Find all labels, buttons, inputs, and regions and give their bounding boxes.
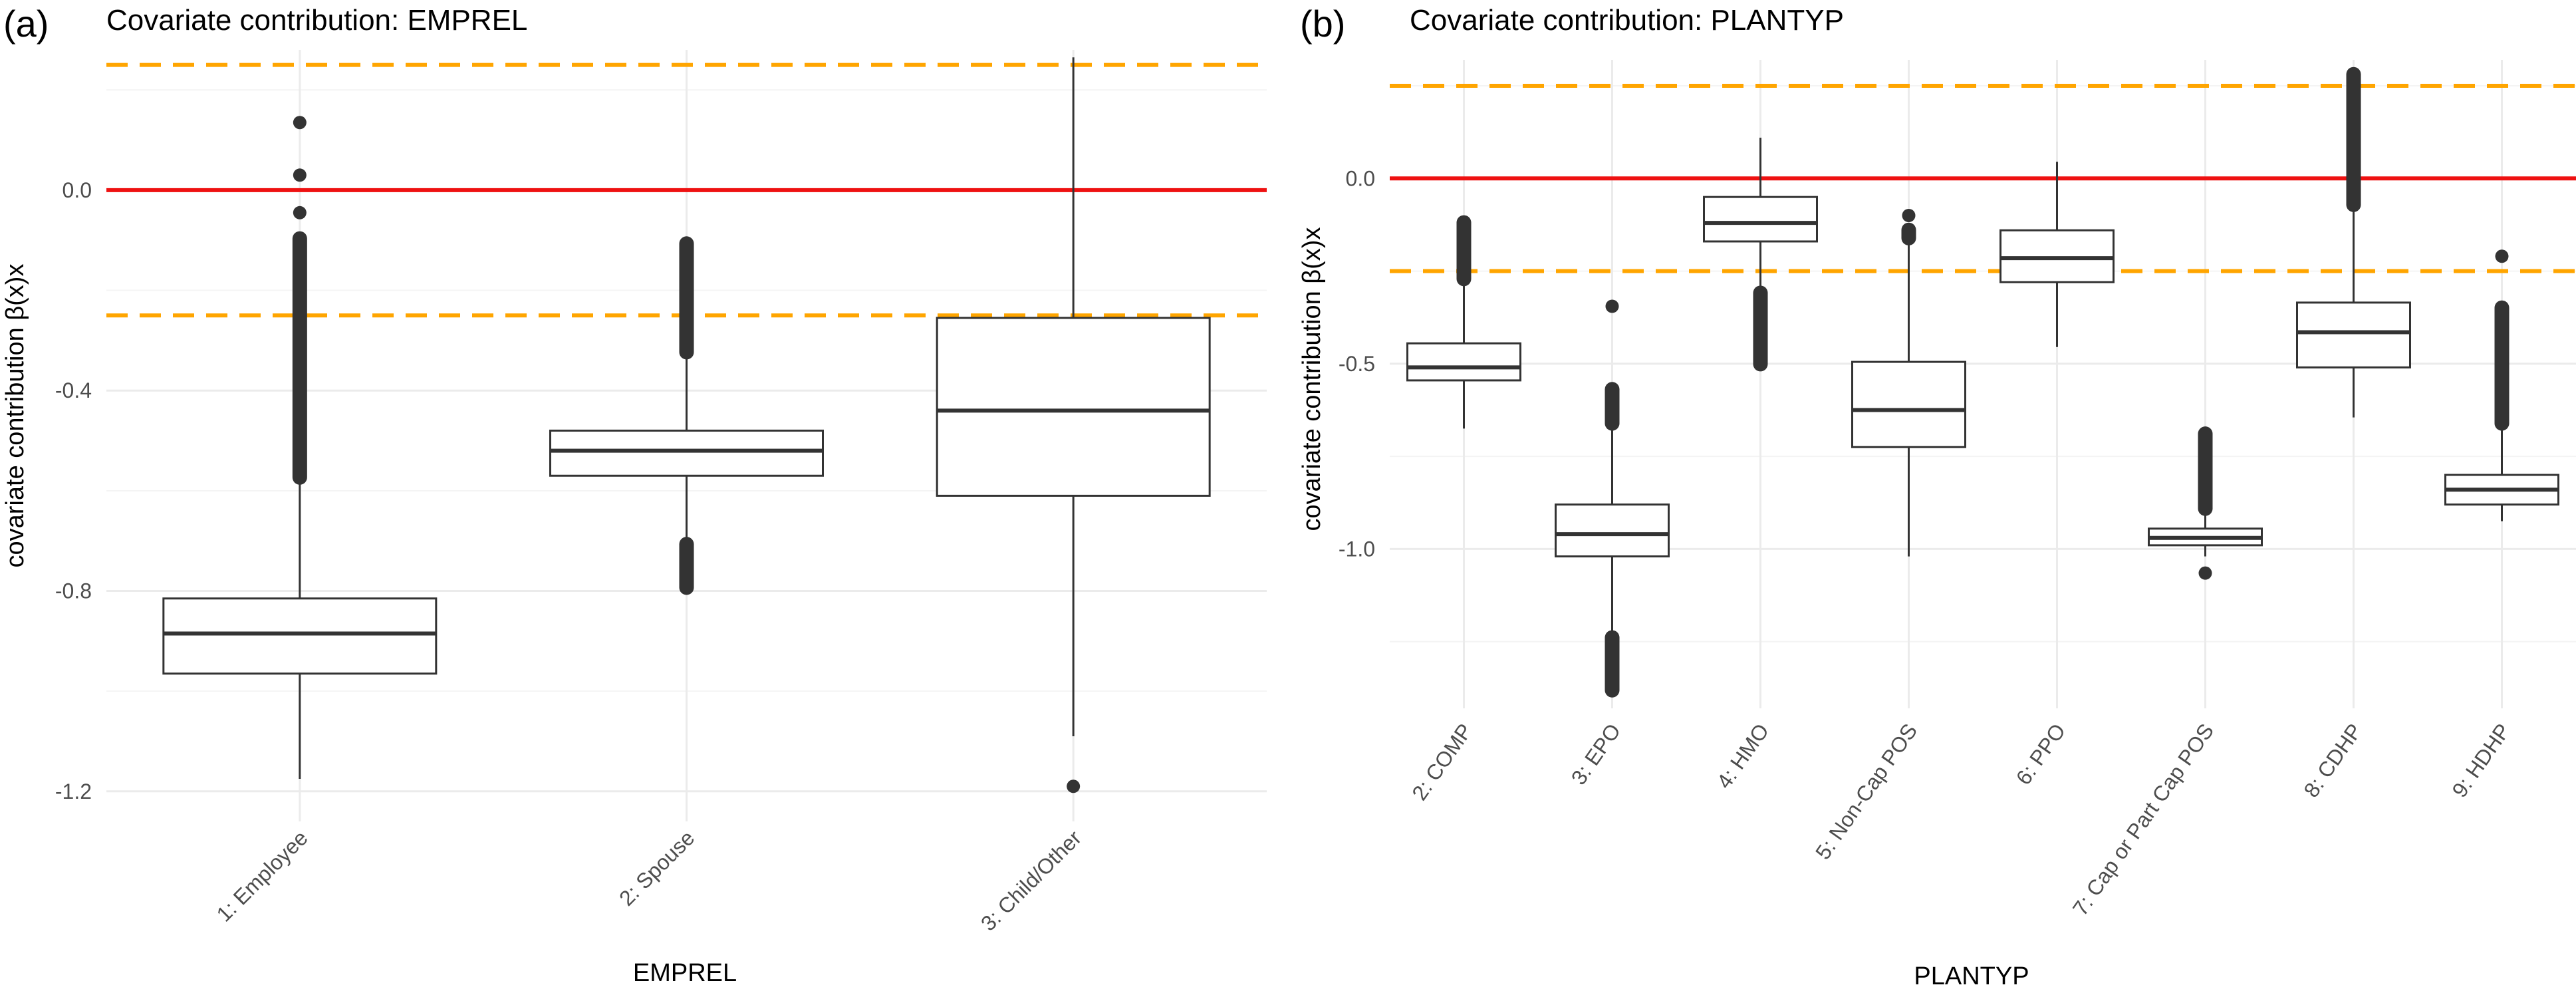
x-tick-label: 7: Cap or Part Cap POS xyxy=(2068,719,2218,920)
outlier-point xyxy=(1067,779,1081,793)
outlier-band xyxy=(2494,300,2510,431)
y-tick-label: -0.5 xyxy=(1339,352,1375,376)
outlier-point xyxy=(1605,299,1619,313)
panel-a: 0.0 -0.4 -0.8 -1.2 1: Employee 2: Spouse 3: Ch… xyxy=(1,3,1267,987)
outlier-point xyxy=(2198,566,2212,580)
x-tick-label: 2: Spouse xyxy=(614,825,699,910)
x-tick-label: 8: CDHP xyxy=(2299,719,2367,801)
x-axis-label: PLANTYP xyxy=(1914,962,2029,988)
x-axis-label: EMPREL xyxy=(633,959,737,987)
box-iqr xyxy=(2296,301,2411,368)
outlier-band xyxy=(292,231,307,485)
chart-title: Covariate contribution: PLANTYP xyxy=(1410,4,1844,37)
outlier-band xyxy=(2346,67,2361,212)
outlier-point xyxy=(293,206,307,219)
x-tick-label: 3: Child/Other xyxy=(976,825,1086,935)
x-tick-label: 5: Non-Cap POS xyxy=(1811,719,1922,863)
x-tick-label: 1: Employee xyxy=(212,825,313,926)
y-axis-label: covariate contribution β(x)x xyxy=(1298,227,1326,531)
outlier-band xyxy=(1456,215,1472,287)
panel-label: (a) xyxy=(3,3,49,45)
box-iqr xyxy=(1703,196,1818,243)
outlier-band xyxy=(2198,426,2213,516)
box-iqr xyxy=(936,317,1211,497)
x-tick-label: 6: PPO xyxy=(2011,719,2071,789)
box-iqr xyxy=(1406,342,1521,382)
y-axis-label: covariate contribution β(x)x xyxy=(1,264,29,568)
outlier-band xyxy=(1753,285,1768,372)
y-tick-label: -1.2 xyxy=(55,779,92,803)
outlier-point xyxy=(293,168,307,182)
y-tick-label: -0.8 xyxy=(55,579,92,603)
outlier-band xyxy=(679,537,694,595)
x-tick-label: 4: HMO xyxy=(1712,719,1774,793)
outlier-point xyxy=(1902,209,1916,222)
outlier-point xyxy=(293,116,307,130)
panel-label: (b) xyxy=(1300,3,1345,45)
outlier-band xyxy=(1901,222,1916,245)
y-tick-label: -0.4 xyxy=(55,378,92,402)
box-iqr xyxy=(162,597,438,675)
outlier-point xyxy=(2495,249,2509,263)
outlier-band xyxy=(1605,382,1620,431)
x-tick-label: 2: COMP xyxy=(1407,719,1477,804)
panel-b: 0.0 -0.5 -1.0 2: COMP 3: EPO 4: HMO 5: Non-Cap… xyxy=(1298,3,2576,990)
y-tick-label: 0.0 xyxy=(63,178,92,202)
box-iqr xyxy=(1851,360,1966,448)
outlier-band xyxy=(679,236,694,360)
box-iqr xyxy=(1555,503,1670,558)
x-tick-label: 9: HDHP xyxy=(2447,719,2515,801)
y-tick-label: 0.0 xyxy=(1346,166,1375,190)
chart-title: Covariate contribution: EMPREL xyxy=(106,4,527,37)
x-tick-label: 3: EPO xyxy=(1567,719,1626,789)
box-iqr xyxy=(549,429,824,477)
y-tick-label: -1.0 xyxy=(1339,537,1375,561)
outlier-band xyxy=(1605,630,1620,698)
